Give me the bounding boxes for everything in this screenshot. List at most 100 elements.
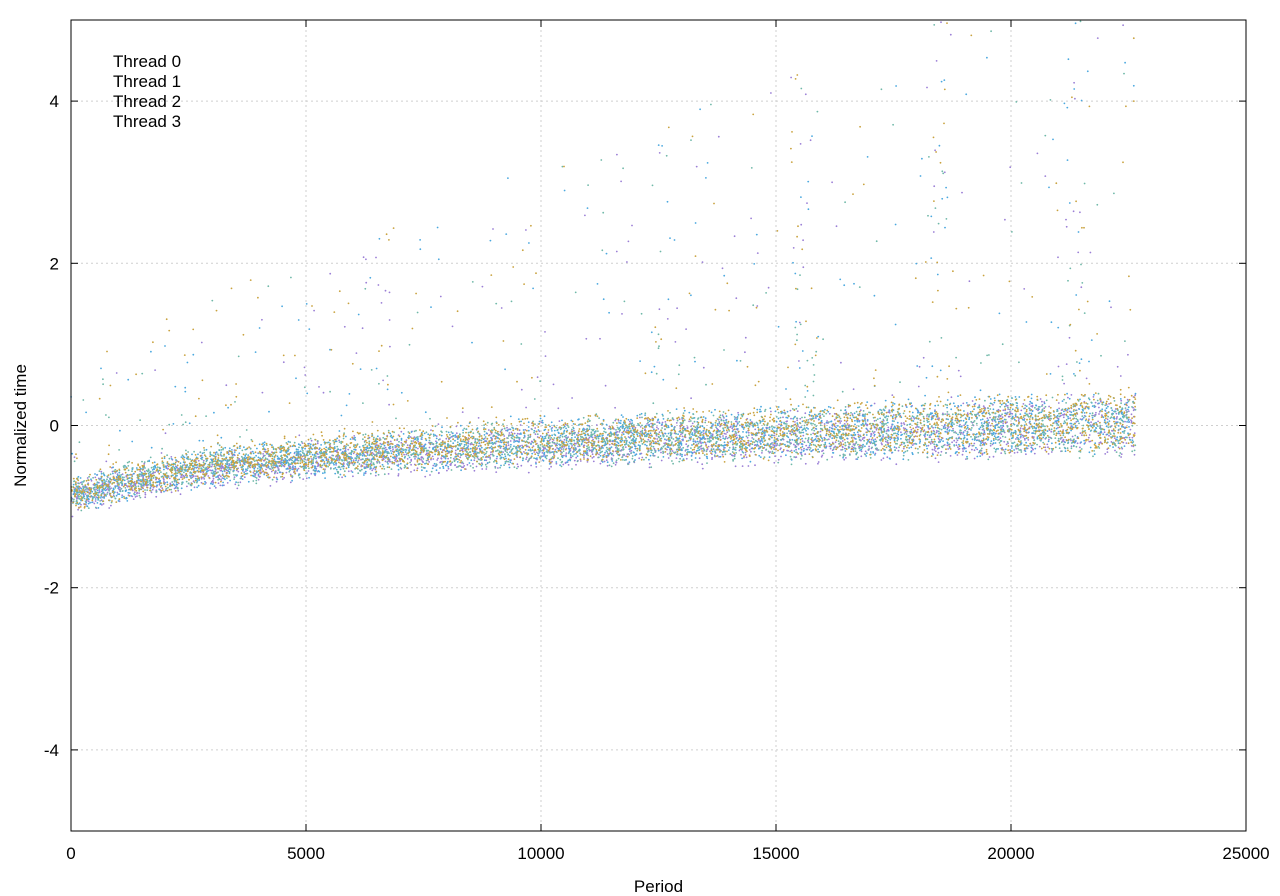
data-point	[94, 498, 97, 500]
data-point	[541, 419, 544, 422]
data-point	[798, 321, 801, 324]
data-point	[956, 454, 959, 456]
data-point	[735, 434, 738, 436]
data-point	[839, 278, 842, 281]
data-point	[635, 453, 638, 456]
data-point	[539, 435, 542, 437]
data-point	[986, 439, 989, 441]
data-point	[946, 413, 949, 415]
data-point	[596, 283, 599, 285]
data-point	[246, 469, 249, 471]
data-point	[212, 481, 215, 484]
data-point	[1043, 402, 1046, 405]
data-point	[599, 337, 601, 340]
data-point	[734, 420, 737, 423]
data-point	[374, 468, 377, 471]
data-point	[144, 493, 147, 496]
data-point	[625, 455, 628, 458]
data-point	[544, 447, 547, 450]
data-point	[307, 443, 309, 445]
data-point	[857, 406, 859, 409]
data-point	[111, 470, 114, 473]
data-point	[527, 471, 530, 474]
data-point	[489, 446, 492, 449]
data-point	[544, 355, 547, 357]
data-point	[696, 461, 699, 464]
data-point	[221, 484, 224, 487]
data-point	[721, 414, 724, 417]
data-point	[252, 475, 255, 478]
data-point	[1067, 396, 1069, 399]
data-point	[866, 156, 869, 158]
data-point	[297, 467, 300, 470]
data-point	[1070, 439, 1072, 442]
data-point	[1108, 300, 1111, 303]
data-point	[211, 463, 214, 466]
data-point	[805, 448, 808, 451]
data-point	[110, 487, 112, 489]
data-point	[224, 478, 226, 481]
data-point	[660, 459, 663, 462]
data-point	[347, 470, 350, 473]
data-point	[611, 460, 614, 462]
data-point	[701, 463, 704, 466]
data-point	[994, 427, 997, 430]
data-point	[825, 434, 828, 436]
data-point	[380, 302, 383, 304]
data-point	[568, 445, 570, 447]
data-point	[662, 418, 665, 420]
data-point	[817, 461, 820, 463]
data-point	[437, 258, 440, 261]
data-point	[1001, 416, 1004, 419]
data-point	[413, 436, 416, 438]
data-point	[785, 454, 787, 457]
data-point	[869, 451, 872, 453]
data-point	[217, 482, 220, 485]
data-point	[219, 475, 222, 478]
data-point	[1006, 404, 1009, 407]
data-point	[834, 425, 836, 428]
data-point	[235, 481, 238, 484]
data-point	[1105, 403, 1108, 406]
data-point	[551, 460, 553, 463]
data-point	[583, 456, 585, 458]
data-point	[372, 467, 375, 470]
data-point	[981, 441, 984, 444]
data-point	[926, 415, 928, 417]
data-point	[802, 266, 805, 269]
data-point	[773, 448, 775, 451]
data-point	[887, 429, 890, 432]
data-point	[866, 452, 868, 454]
data-point	[641, 456, 644, 459]
data-point	[1005, 404, 1008, 407]
data-point	[773, 434, 776, 437]
data-point	[112, 466, 114, 469]
data-point	[656, 426, 658, 429]
data-point	[86, 477, 89, 479]
data-point	[323, 471, 326, 474]
data-point	[937, 451, 940, 454]
data-point	[351, 471, 354, 473]
data-point	[1134, 394, 1136, 397]
data-point	[153, 461, 156, 464]
data-point	[940, 21, 942, 24]
data-point	[860, 455, 863, 458]
data-point	[174, 385, 177, 388]
data-point	[308, 476, 310, 479]
data-point	[656, 438, 659, 440]
data-point	[254, 351, 257, 353]
data-point	[608, 311, 610, 314]
data-point	[156, 484, 158, 487]
data-point	[524, 429, 527, 431]
data-point	[550, 428, 553, 430]
data-point	[244, 470, 247, 472]
data-point	[1002, 422, 1004, 424]
data-point	[1073, 81, 1075, 84]
data-point	[1130, 419, 1132, 421]
data-point	[822, 449, 824, 452]
data-point	[563, 445, 566, 448]
data-point	[352, 452, 355, 455]
data-point	[419, 239, 421, 241]
data-point	[704, 417, 707, 420]
data-point	[314, 465, 316, 467]
